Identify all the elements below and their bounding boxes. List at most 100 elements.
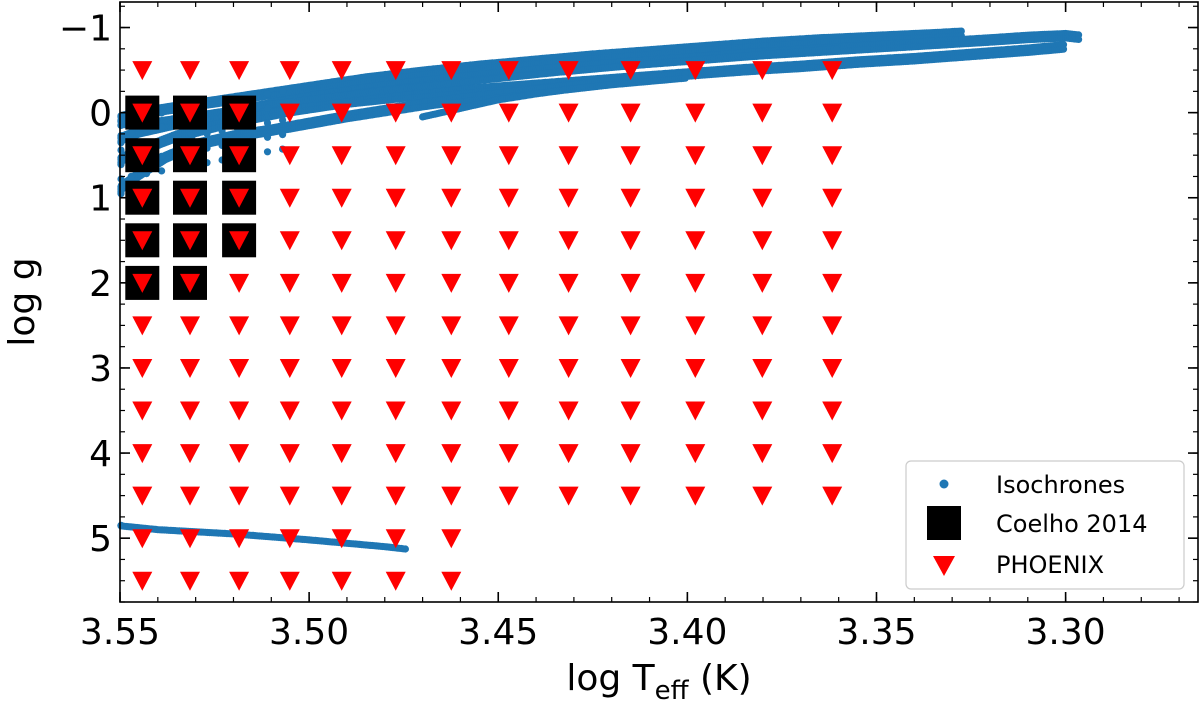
phoenix-point — [132, 103, 153, 123]
phoenix-point — [229, 316, 250, 336]
phoenix-point — [558, 444, 579, 464]
isochrone-point — [681, 74, 689, 82]
isochrone-point — [263, 119, 272, 127]
phoenix-point — [229, 231, 250, 251]
phoenix-point — [132, 273, 153, 293]
phoenix-point — [558, 273, 579, 293]
phoenix-point — [822, 273, 843, 293]
phoenix-point — [822, 316, 843, 336]
phoenix-point — [822, 444, 843, 464]
isochrone-point — [158, 109, 166, 117]
legend-phoenix-marker — [933, 556, 955, 576]
phoenix-point — [229, 571, 250, 591]
legend-phoenix-label: PHOENIX — [996, 551, 1104, 579]
phoenix-point — [229, 486, 250, 506]
phoenix-point — [180, 316, 200, 336]
phoenix-point — [132, 529, 153, 549]
isochrone-point — [279, 87, 287, 95]
x-axis-label: log Teff (K) — [566, 658, 751, 704]
legend-box — [905, 460, 1185, 590]
isochrone-point — [203, 130, 211, 138]
phoenix-point — [441, 61, 462, 81]
phoenix-point — [441, 188, 462, 208]
isochrone-point — [279, 116, 287, 124]
phoenix-point — [132, 444, 153, 464]
phoenix-point — [558, 231, 579, 251]
y-axis-ticks: −1 0 1 2 3 4 5 — [59, 5, 1198, 603]
isochrone-point — [158, 167, 166, 175]
phoenix-point — [331, 571, 352, 591]
phoenix-point — [385, 359, 406, 378]
phoenix-point — [685, 146, 706, 166]
isochrone-point — [606, 81, 614, 89]
phoenix-point — [685, 444, 706, 464]
isochrone-point — [401, 545, 409, 553]
x-axis-label-main: log T — [566, 658, 655, 699]
phoenix-point — [331, 401, 352, 421]
phoenix-point — [180, 273, 200, 293]
isochrone-point — [263, 148, 272, 156]
phoenix-point — [229, 146, 250, 166]
phoenix-point — [132, 571, 153, 591]
phoenix-point — [620, 316, 641, 336]
phoenix-point — [752, 401, 773, 421]
legend-coelho-marker — [927, 506, 961, 540]
phoenix-point — [498, 188, 519, 208]
y-tick-label: 1 — [89, 179, 112, 220]
phoenix-point — [498, 231, 519, 251]
phoenix-point — [132, 61, 153, 81]
y-tick-label: 4 — [89, 434, 112, 475]
phoenix-point — [441, 401, 462, 421]
isochrone-point — [158, 123, 166, 131]
phoenix-point — [132, 486, 153, 506]
phoenix-point — [752, 103, 773, 123]
isochrone-point — [117, 146, 125, 154]
phoenix-point — [132, 146, 153, 166]
y-axis-label: log g — [2, 257, 43, 346]
x-tick-label: 3.50 — [269, 612, 349, 653]
phoenix-point — [685, 273, 706, 293]
phoenix-point — [132, 188, 153, 208]
phoenix-point — [558, 401, 579, 421]
phoenix-point — [385, 529, 406, 549]
phoenix-point — [558, 316, 579, 336]
phoenix-point — [132, 316, 153, 336]
phoenix-point — [385, 401, 406, 421]
isochrone-point — [117, 117, 125, 125]
legend-isochrones-marker — [939, 479, 949, 489]
phoenix-point — [685, 401, 706, 421]
phoenix-point — [385, 231, 406, 251]
phoenix-point — [279, 103, 300, 123]
phoenix-point — [558, 486, 579, 506]
phoenix-point — [441, 146, 462, 166]
isochrone-point — [158, 152, 166, 160]
phoenix-point — [685, 359, 706, 378]
x-tick-label: 3.35 — [836, 612, 916, 653]
phoenix-point — [685, 231, 706, 251]
phoenix-point — [385, 61, 406, 81]
plot-frame — [119, 1, 1199, 603]
x-tick-label: 3.30 — [1026, 612, 1106, 653]
phoenix-point — [180, 401, 200, 421]
phoenix-point — [180, 231, 200, 251]
phoenix-point — [331, 316, 352, 336]
phoenix-point — [279, 571, 300, 591]
phoenix-point — [498, 444, 519, 464]
phoenix-point — [331, 188, 352, 208]
phoenix-point — [441, 529, 462, 549]
phoenix-point — [331, 486, 352, 506]
phoenix-point — [822, 231, 843, 251]
isochrone-point — [832, 45, 841, 53]
isochrone-point — [1059, 45, 1068, 53]
y-tick-label: 0 — [89, 94, 112, 135]
phoenix-point — [620, 231, 641, 251]
phoenix-point — [132, 401, 153, 421]
y-tick-label: 3 — [89, 349, 112, 390]
phoenix-point — [752, 316, 773, 336]
phoenix-point — [822, 359, 843, 378]
phoenix-point — [620, 444, 641, 464]
isochrone-point — [117, 132, 125, 140]
phoenix-point — [441, 273, 462, 293]
phoenix-point — [331, 146, 352, 166]
